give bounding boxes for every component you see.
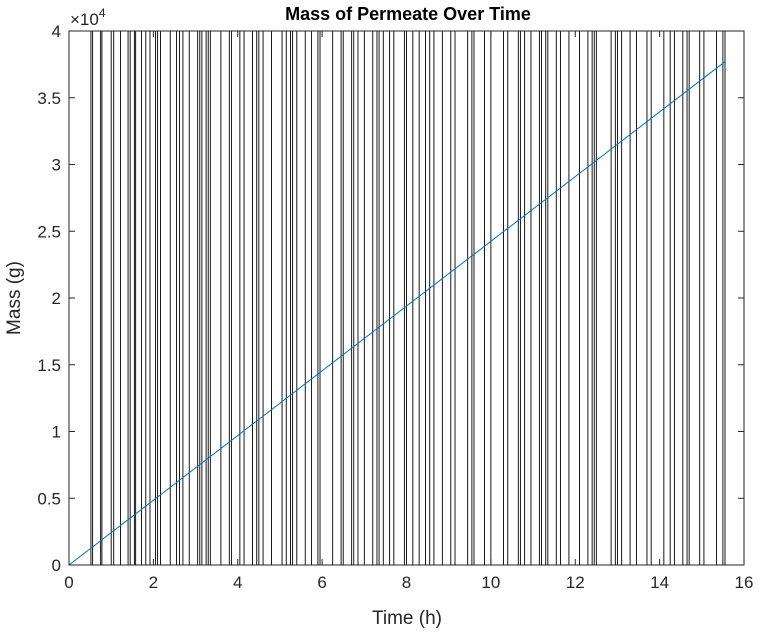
y-axis-ticks: 0 0.5 1 1.5 2 2.5 3 3.5 4 (37, 22, 744, 575)
y-exponent-base: ×10 (70, 10, 99, 29)
y-tick-label: 1 (52, 423, 61, 442)
y-tick-label: 2 (52, 289, 61, 308)
vertical-lines (90, 31, 726, 565)
chart-title: Mass of Permeate Over Time (285, 4, 531, 24)
x-tick-label: 2 (149, 573, 158, 592)
x-tick-label: 16 (735, 573, 754, 592)
x-tick-label: 12 (566, 573, 585, 592)
x-tick-label: 8 (402, 573, 411, 592)
x-tick-label: 4 (233, 573, 242, 592)
series-line (68, 61, 726, 566)
x-tick-label: 14 (650, 573, 669, 592)
x-axis-ticks: 0 2 4 6 8 10 12 14 16 (64, 31, 753, 592)
x-tick-label: 0 (64, 573, 73, 592)
x-axis-label: Time (h) (372, 608, 442, 629)
plot-area (68, 30, 745, 566)
x-tick-label: 10 (481, 573, 500, 592)
y-tick-label: 0.5 (37, 489, 61, 508)
series-lines (68, 61, 726, 566)
x-tick-label: 6 (317, 573, 326, 592)
y-exponent-label: ×104 (70, 6, 106, 29)
y-tick-label: 3 (52, 156, 61, 175)
y-tick-label: 3.5 (37, 89, 61, 108)
y-tick-label: 4 (52, 22, 61, 41)
y-exponent-power: 4 (99, 6, 106, 20)
y-axis-label: Mass (g) (4, 261, 25, 335)
y-tick-label: 2.5 (37, 222, 61, 241)
y-tick-label: 1.5 (37, 356, 61, 375)
y-tick-label: 0 (52, 556, 61, 575)
